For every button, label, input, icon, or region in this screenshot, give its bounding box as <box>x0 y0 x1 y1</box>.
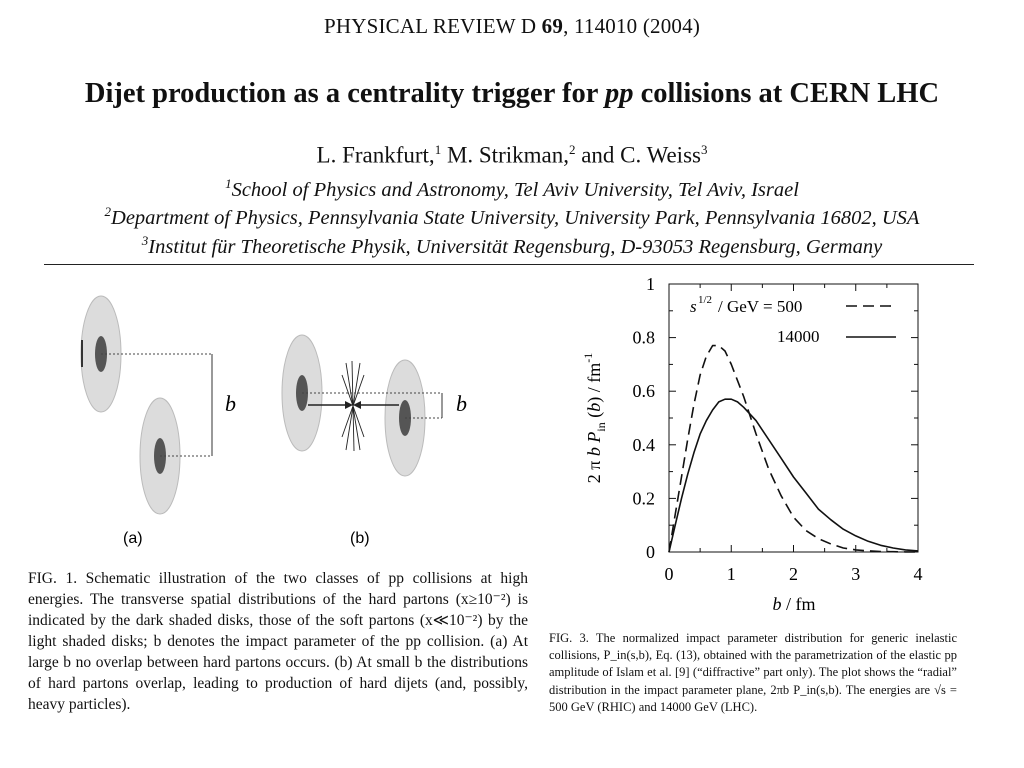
journal-volume: 69 <box>541 14 564 38</box>
panel-b-label: (b) <box>350 530 370 547</box>
y-tick-label: 0.8 <box>633 328 656 348</box>
affil-marker: 3 <box>141 233 149 248</box>
svg-text:2 π b Pin (b) / fm-1: 2 π b Pin (b) / fm-1 <box>581 353 608 483</box>
impact-parameter-label: b <box>456 391 467 416</box>
x-tick-label: 1 <box>727 564 736 584</box>
figure-1-caption: FIG. 1. Schematic illustration of the tw… <box>28 570 528 713</box>
title-text-2: collisions at CERN LHC <box>633 78 940 109</box>
y-axis-label: 2 π b Pin (b) / fm-1 <box>581 353 608 483</box>
legend-sqrt-s: s <box>690 297 697 316</box>
article-id: , 114010 (2004) <box>563 14 701 38</box>
affil-marker: 2 <box>104 204 112 219</box>
legend-exponent: 1/2 <box>698 294 712 306</box>
y-tick-label: 0 <box>646 542 655 562</box>
plot-frame <box>668 283 919 553</box>
x-tick-label: 2 <box>789 564 798 584</box>
legend-unit-text: / GeV = 500 <box>718 297 802 316</box>
x-tick-label: 0 <box>665 564 674 584</box>
axis-ticks: 0 1 2 3 4 0 0.2 0.4 0.6 0.8 1 <box>633 274 923 584</box>
author-name: M. Strikman, <box>441 142 569 168</box>
x-tick-label: 4 <box>914 564 923 584</box>
author-affil-marker: 3 <box>700 142 708 157</box>
x-tick-label: 3 <box>851 564 860 584</box>
figure-3-caption: FIG. 3. The normalized impact parameter … <box>549 631 957 714</box>
series-line-500 <box>668 344 919 553</box>
journal-name: PHYSICAL REVIEW D <box>323 14 537 38</box>
author-affil-marker: 1 <box>434 142 442 157</box>
y-tick-label: 1 <box>646 274 655 294</box>
y-tick-label: 0.6 <box>633 381 656 401</box>
affiliation-2: 2Department of Physics, Pennsylvania Sta… <box>0 204 1024 230</box>
paper-title: Dijet production as a centrality trigger… <box>0 78 1024 110</box>
author-name: L. Frankfurt, <box>316 142 435 168</box>
arrow-head <box>345 401 353 409</box>
affil-text: Institut für Theoretische Physik, Univer… <box>148 235 883 258</box>
journal-header: PHYSICAL REVIEW D 69, 114010 (2004) <box>0 14 1024 39</box>
affiliation-1: 1School of Physics and Astronomy, Tel Av… <box>0 176 1024 202</box>
author-list: L. Frankfurt,1 M. Strikman,2 and C. Weis… <box>0 142 1024 169</box>
dijet-burst-icon <box>341 360 365 452</box>
title-text-1: Dijet production as a centrality trigger… <box>84 78 605 109</box>
panel-a-diagram: b (a) <box>80 295 236 547</box>
header-divider <box>44 264 974 265</box>
data-curves <box>668 344 919 553</box>
panel-a-label: (a) <box>123 530 143 547</box>
legend-series-14000: 14000 <box>777 327 820 346</box>
y-tick-label: 0.2 <box>633 488 656 508</box>
affil-marker: 1 <box>225 176 232 191</box>
legend: s 1/2 / GeV = 500 14000 <box>690 294 896 346</box>
author-affil-marker: 2 <box>568 142 576 157</box>
title-italic: pp <box>604 78 634 109</box>
affil-text: School of Physics and Astronomy, Tel Avi… <box>231 178 799 201</box>
panel-b-diagram: b (b) <box>281 334 467 547</box>
figure-3-chart: 0 1 2 3 4 0 0.2 0.4 0.6 0.8 1 s 1/2 / GeV = 500 14… <box>581 274 923 614</box>
arrow-head <box>353 401 361 409</box>
series-line-14000 <box>668 398 919 553</box>
affiliation-3: 3Institut für Theoretische Physik, Unive… <box>0 233 1024 259</box>
x-axis-label: b / fm <box>773 594 816 614</box>
figure-1-schematic: b (a) b (b) <box>80 295 467 547</box>
y-tick-label: 0.4 <box>633 435 656 455</box>
author-name: and C. Weiss <box>575 142 701 168</box>
impact-parameter-label: b <box>225 391 236 416</box>
affil-text: Department of Physics, Pennsylvania Stat… <box>111 206 920 229</box>
